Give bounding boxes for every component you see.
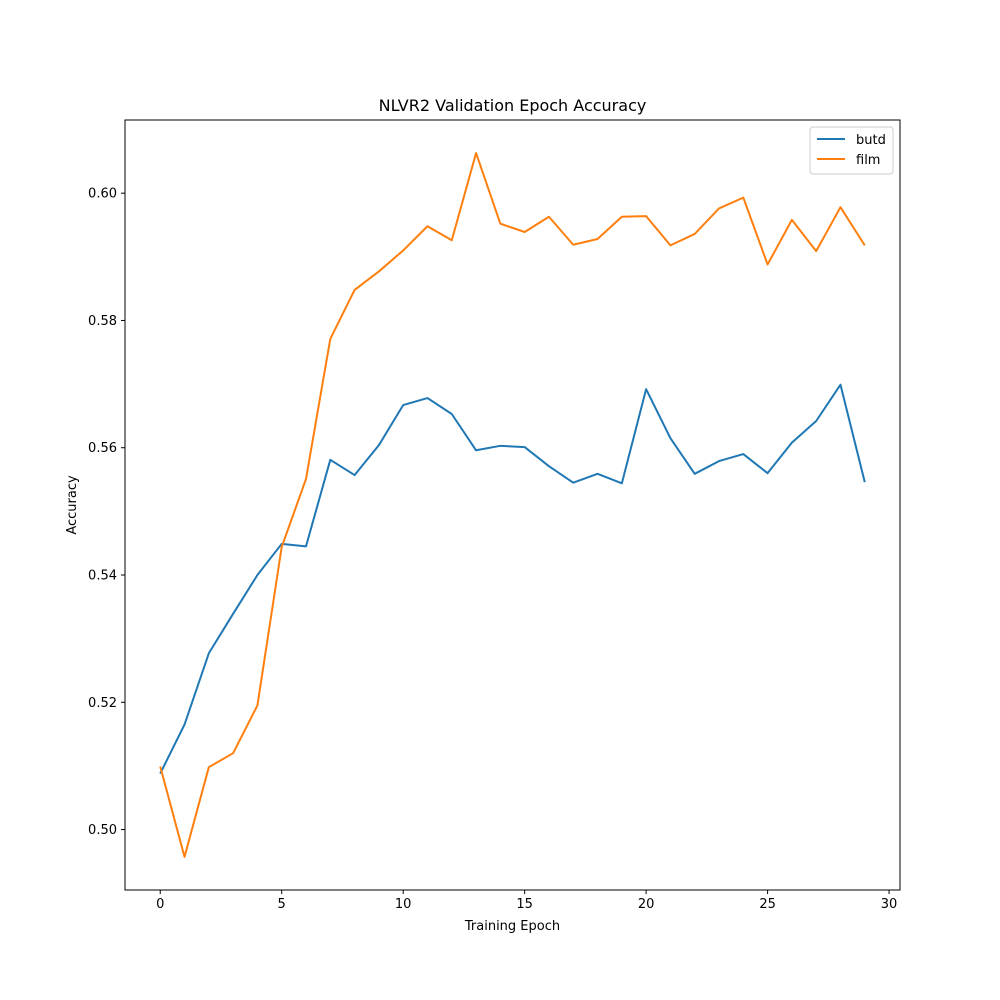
series-layer <box>159 152 866 858</box>
x-tick-label: 0 <box>156 897 164 912</box>
x-tick-label: 15 <box>516 897 533 912</box>
y-tick-label: 0.52 <box>88 696 117 711</box>
x-tick-label: 20 <box>638 897 655 912</box>
plot-area <box>125 120 900 890</box>
y-tick-label: 0.60 <box>88 187 117 202</box>
y-axis-label: Accuracy <box>65 475 80 535</box>
y-tick-label: 0.56 <box>88 441 117 456</box>
x-tick-label: 10 <box>395 897 412 912</box>
series-line-film <box>159 152 866 858</box>
y-axis: 0.50 0.52 0.54 0.56 0.58 0.60 <box>88 187 125 838</box>
y-tick-label: 0.54 <box>88 569 117 584</box>
y-tick-label: 0.58 <box>88 314 117 329</box>
legend: butd film <box>809 126 894 175</box>
legend-label-film: film <box>856 153 880 168</box>
x-axis-label: Training Epoch <box>464 919 560 934</box>
x-tick-label: 30 <box>881 897 898 912</box>
x-axis: 0 5 10 15 20 25 30 <box>156 890 897 912</box>
series-line-butd <box>159 383 866 774</box>
x-tick-label: 25 <box>759 897 776 912</box>
x-tick-label: 5 <box>278 897 286 912</box>
legend-label-butd: butd <box>856 133 886 148</box>
plot-frame <box>124 119 901 891</box>
chart-title: NLVR2 Validation Epoch Accuracy <box>379 96 647 115</box>
y-tick-label: 0.50 <box>88 823 117 838</box>
